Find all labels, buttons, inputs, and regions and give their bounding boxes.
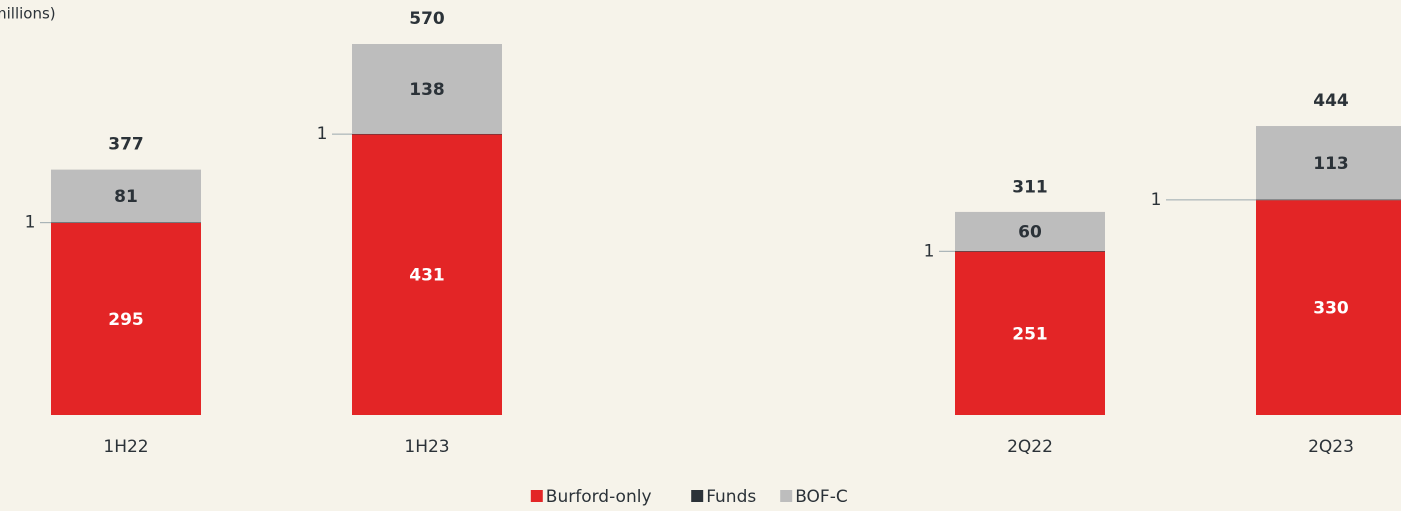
x-tick-label: 1H22 (103, 437, 148, 457)
bar-segment (51, 222, 201, 223)
total-label: 377 (108, 135, 144, 155)
data-label: 431 (409, 266, 445, 286)
data-label: 81 (114, 187, 138, 207)
legend-swatch (530, 490, 543, 502)
bar-segment (1256, 126, 1401, 200)
total-label: 311 (1012, 178, 1048, 198)
x-tick-label: 2Q23 (1308, 437, 1354, 457)
x-tick-label: 2Q22 (1007, 437, 1053, 457)
bar-segment (352, 44, 502, 134)
total-label: 444 (1313, 91, 1349, 111)
bar-segment (51, 222, 201, 415)
legend-label: Funds (706, 487, 756, 507)
data-label: 251 (1012, 324, 1048, 344)
bar-segment (51, 169, 201, 223)
chart-subtitle: millions) (0, 5, 56, 23)
legend-swatch (691, 490, 704, 502)
data-label: 113 (1313, 154, 1349, 174)
data-label: 1 (1151, 190, 1162, 210)
data-label: 1 (25, 213, 36, 233)
data-label: 295 (108, 310, 144, 330)
data-label: 60 (1018, 222, 1042, 242)
legend-label: BOF-C (795, 487, 848, 507)
data-label: 330 (1313, 299, 1349, 319)
bar-segment (955, 251, 1105, 415)
total-label: 570 (409, 9, 445, 29)
bar-segment (1256, 200, 1401, 415)
bar-segment (352, 134, 502, 415)
legend-label: Burford-only (546, 487, 652, 507)
data-label: 138 (409, 80, 445, 100)
bar-segment (1256, 199, 1401, 201)
bar-segment (955, 250, 1105, 252)
bar-segment (955, 211, 1105, 251)
data-label: 1 (924, 241, 935, 261)
data-label: 1 (317, 124, 328, 144)
legend-swatch (780, 490, 793, 502)
x-tick-label: 1H23 (404, 437, 449, 457)
bar-segment (352, 133, 502, 135)
